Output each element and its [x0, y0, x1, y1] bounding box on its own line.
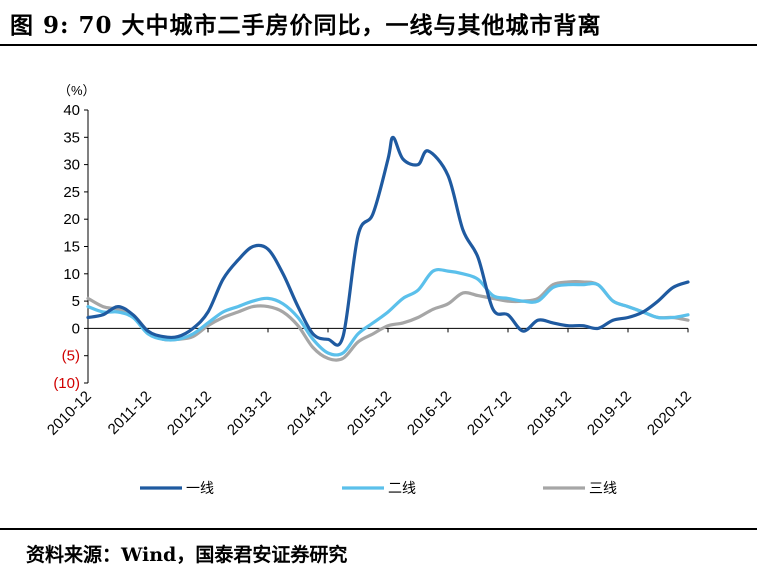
x-tick-label: 2015-12: [344, 388, 395, 439]
series-line-2: [86, 267, 690, 357]
x-tick-label: 2020-12: [644, 388, 695, 439]
y-tick-label: (5): [62, 348, 80, 365]
legend-label: 三线: [589, 481, 617, 497]
chart-title: 图 9: 70 大中城市二手房价同比，一线与其他城市背离: [10, 12, 602, 39]
y-tick-label: 35: [63, 129, 80, 146]
x-tick-label: 2017-12: [464, 388, 515, 439]
y-axis-unit-label: （%）: [58, 83, 96, 98]
series-line-3: [86, 280, 690, 362]
x-tick-label: 2010-12: [44, 388, 95, 439]
series-lines: [86, 135, 690, 362]
x-axis-ticks: 2010-12 2011-12 2012-12 2013-12 2014-12 2015-…: [44, 328, 695, 439]
y-tick-label: 5: [72, 293, 80, 310]
source-divider: [0, 528, 757, 530]
y-axis-ticks: 40 35 30 25 20 15 10 5 0 (5) (10): [53, 102, 88, 392]
y-tick-label: 0: [72, 320, 80, 337]
legend: 一线 二线 三线: [140, 481, 617, 497]
y-tick-label: (10): [53, 375, 80, 392]
x-tick-label: 2014-12: [284, 388, 335, 439]
legend-label: 一线: [186, 481, 214, 497]
x-tick-label: 2018-12: [524, 388, 575, 439]
series-line-1: [86, 135, 690, 347]
legend-label: 二线: [388, 481, 416, 497]
y-tick-label: 15: [63, 239, 80, 256]
source-note: 资料来源：Wind，国泰君安证券研究: [26, 544, 348, 566]
x-tick-label: 2011-12: [105, 388, 155, 438]
x-tick-label: 2019-12: [584, 388, 635, 439]
x-tick-label: 2016-12: [404, 388, 455, 439]
title-divider: [0, 44, 757, 46]
x-tick-label: 2012-12: [164, 388, 215, 439]
y-tick-label: 10: [63, 266, 80, 283]
y-tick-label: 30: [63, 157, 80, 174]
y-tick-label: 25: [63, 184, 80, 201]
y-tick-label: 40: [63, 102, 80, 119]
x-tick-label: 2013-12: [224, 388, 275, 439]
y-tick-label: 20: [63, 211, 80, 228]
